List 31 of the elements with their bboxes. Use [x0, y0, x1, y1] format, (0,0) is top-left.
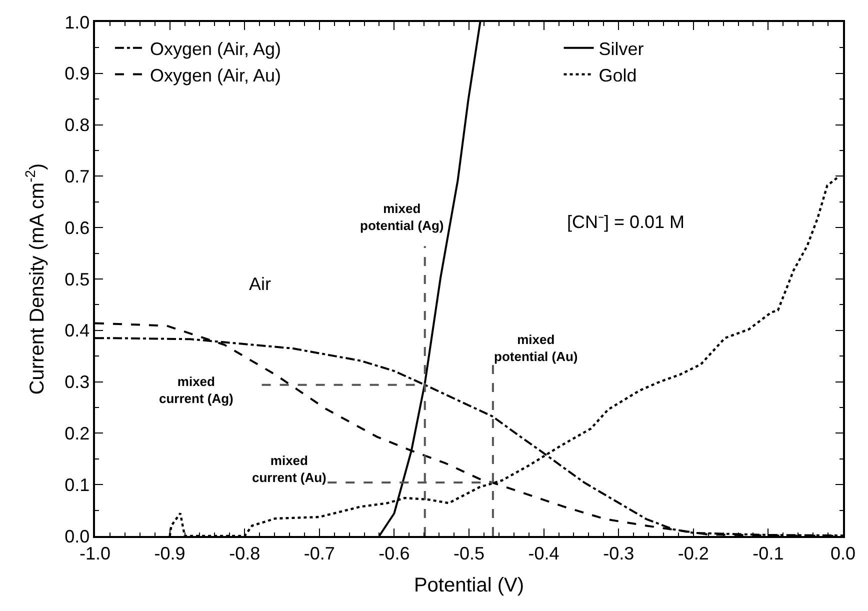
x-tick-label: -0.8 [229, 543, 260, 564]
annotation: [CN⁻] = 0.01 M [567, 212, 685, 232]
legend-label: Oxygen (Air, Au) [150, 65, 282, 86]
x-tick-label: -0.6 [378, 543, 410, 564]
legend-label: Silver [598, 38, 644, 59]
y-tick-label: 1.0 [64, 12, 90, 32]
annotation: mixed current (Ag) [159, 374, 234, 406]
x-tick-label: -0.2 [678, 543, 709, 564]
y-tick-label: 0.9 [64, 64, 90, 84]
annotation: mixed current (Au) [252, 453, 326, 485]
annotation: mixed potential (Au) [494, 332, 578, 364]
x-tick-label: -0.7 [304, 543, 335, 564]
x-tick-label: -0.1 [752, 543, 784, 564]
legend-label: Gold [598, 65, 637, 86]
x-tick-label: -0.9 [154, 543, 186, 564]
y-tick-label: 0.1 [64, 474, 90, 495]
x-tick-label: -0.3 [603, 543, 634, 564]
x-tick-label: -0.5 [453, 543, 485, 564]
y-tick-label: 0.2 [64, 424, 90, 444]
y-tick-label: 0.6 [64, 218, 90, 238]
annotation: mixed potential (Ag) [360, 201, 444, 233]
y-tick-label: 0.4 [64, 320, 90, 341]
x-tick-label: -0.4 [528, 543, 560, 564]
legend-label: Oxygen (Air, Ag) [150, 38, 282, 59]
y-tick-label: 0.7 [64, 166, 90, 186]
annotation: Air [249, 274, 272, 294]
x-tick-label: 0.0 [830, 543, 856, 564]
x-axis-title: Potential (V) [414, 574, 524, 596]
y-tick-label: 0.3 [64, 372, 90, 392]
y-tick-label: 0.5 [64, 269, 90, 290]
y-tick-label: 0.8 [64, 115, 90, 136]
